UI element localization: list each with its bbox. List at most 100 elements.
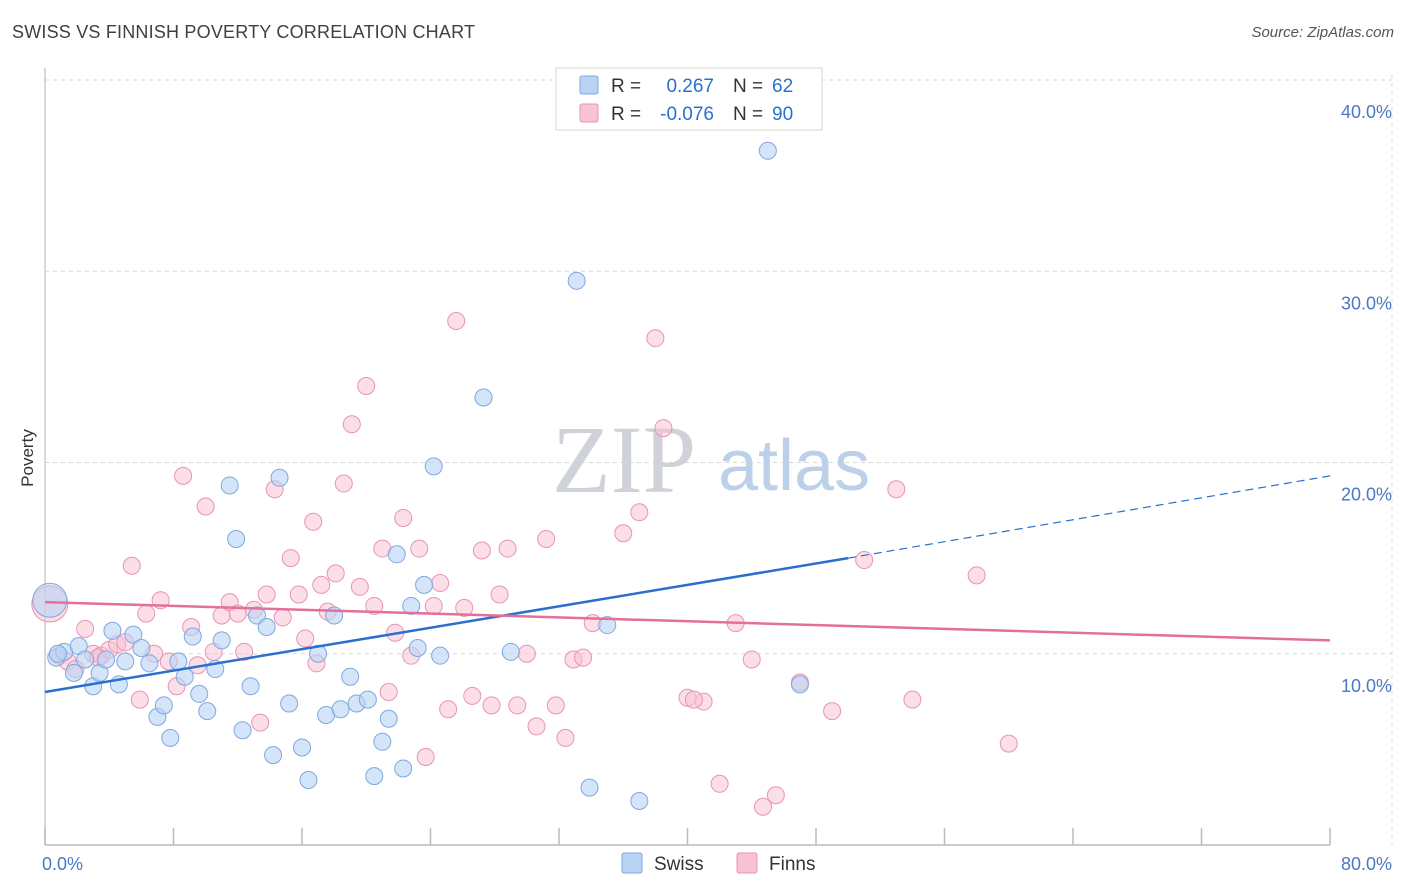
swiss-point	[198, 702, 217, 721]
finns-point	[630, 503, 649, 522]
swiss-point	[233, 721, 252, 740]
finns-point	[455, 598, 474, 617]
finns-point	[753, 797, 772, 816]
swiss-point	[630, 792, 649, 811]
swiss-point	[48, 644, 67, 663]
swiss-point	[431, 646, 450, 665]
finns-point	[122, 556, 141, 575]
swiss-point	[264, 746, 283, 765]
swiss-point	[567, 271, 586, 290]
finns-point	[312, 575, 331, 594]
swiss-point	[116, 652, 135, 671]
swiss-point	[64, 663, 83, 682]
finns-point	[823, 702, 842, 721]
swiss-point	[331, 700, 350, 719]
finns-point	[527, 717, 546, 736]
finns-point	[334, 474, 353, 493]
swiss-point	[270, 468, 289, 487]
legend-finns-r-label: R =	[611, 104, 641, 125]
legend-swiss-n-label: N =	[733, 76, 763, 97]
swiss-point	[758, 141, 777, 160]
finns-point	[490, 585, 509, 604]
finns-point	[546, 696, 565, 715]
swiss-point	[280, 694, 299, 713]
swiss-point	[154, 696, 173, 715]
swiss-point	[212, 631, 231, 650]
swiss-point	[257, 617, 276, 636]
finns-point	[472, 541, 491, 560]
finns-point	[439, 700, 458, 719]
swiss-point	[402, 596, 421, 615]
finns-point	[379, 683, 398, 701]
finns-point	[257, 585, 276, 604]
finns-point	[251, 713, 270, 732]
finns-point	[967, 566, 986, 585]
swiss-trend-line	[44, 556, 849, 694]
swiss-point	[132, 639, 151, 658]
tick-labels: 10.0% 20.0% 30.0% 40.0% 0.0% 80.0%	[42, 102, 1392, 874]
finns-point	[416, 748, 435, 767]
legend: R = 0.267 N = 62 R = -0.076 N = 90	[555, 67, 823, 131]
x-tick-label: 0.0%	[42, 854, 83, 874]
swiss-point	[387, 545, 406, 564]
swiss-points	[32, 141, 809, 811]
trend-lines	[44, 475, 1331, 694]
finns-point	[289, 585, 308, 604]
swiss-point	[169, 652, 188, 671]
finns-point	[654, 419, 673, 438]
swiss-point	[394, 759, 413, 778]
finns-point	[130, 690, 149, 709]
legend-finns-n-value: 90	[772, 104, 793, 125]
finns-point	[903, 690, 922, 709]
y-tick-label: 30.0%	[1341, 293, 1392, 313]
swiss-point	[424, 457, 443, 476]
swiss-point	[161, 728, 180, 747]
swiss-point	[190, 684, 209, 703]
y-tick-label: 10.0%	[1341, 676, 1392, 696]
finns-point	[855, 551, 874, 570]
bottom-legend: Swiss Finns	[621, 852, 815, 875]
legend-finns-swatch	[579, 103, 599, 123]
y-axis-label: Poverty	[18, 429, 37, 487]
swiss-point	[341, 667, 360, 686]
finns-point	[498, 539, 517, 558]
swiss-point	[408, 639, 427, 658]
finns-point	[350, 577, 369, 596]
chart-title: SWISS VS FINNISH POVERTY CORRELATION CHA…	[12, 22, 476, 42]
swiss-point	[227, 530, 246, 548]
legend-finns-n-label: N =	[733, 104, 763, 125]
finns-point	[296, 629, 315, 648]
bottom-legend-swiss-label: Swiss	[654, 854, 704, 875]
legend-swiss-n-value: 62	[772, 76, 793, 97]
watermark-atlas: atlas	[718, 426, 870, 506]
bottom-legend-finns-swatch	[736, 852, 758, 874]
swiss-point	[183, 627, 202, 646]
finns-point	[304, 512, 323, 531]
bottom-legend-finns-label: Finns	[769, 854, 815, 875]
swiss-point	[97, 650, 116, 669]
finns-point	[326, 564, 345, 583]
y-tick-label: 40.0%	[1341, 102, 1392, 122]
finns-point	[482, 696, 501, 715]
finns-point	[999, 734, 1018, 753]
finns-point	[196, 497, 215, 516]
finns-point	[742, 650, 761, 669]
finns-point	[574, 648, 593, 667]
finns-point	[431, 573, 450, 592]
finns-point	[394, 508, 413, 527]
finns-point	[273, 608, 292, 627]
axes	[44, 68, 1331, 846]
finns-point	[174, 466, 193, 485]
legend-finns-r-value: -0.076	[660, 104, 714, 125]
swiss-point	[365, 767, 384, 786]
legend-swiss-r-label: R =	[611, 76, 641, 97]
finns-point	[424, 596, 443, 615]
swiss-point	[373, 732, 392, 751]
swiss-point	[358, 690, 377, 709]
finns-point	[463, 686, 482, 705]
finns-point	[365, 596, 384, 615]
watermark: ZIP atlas	[552, 406, 870, 513]
swiss-point	[76, 650, 95, 669]
legend-box	[555, 67, 823, 131]
